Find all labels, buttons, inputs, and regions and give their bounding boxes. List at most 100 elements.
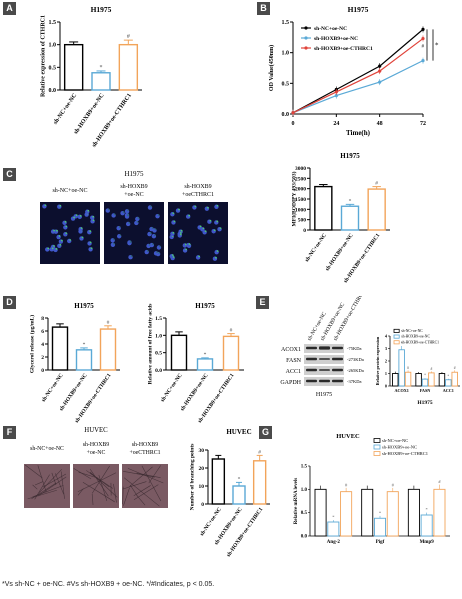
y-tick-label: 0 [41,368,44,374]
legend-label: sh-HOXB9+oe-CTHRC1 [382,451,428,456]
lipid-droplet [92,215,95,218]
y-tick-label: 2500 [295,176,306,182]
significance-mark: * [424,374,426,378]
significance-mark: * [238,476,241,482]
panel-label-c: C [3,168,16,181]
bar [118,43,139,91]
lipid-droplet [119,234,122,237]
lipid-droplet [209,219,212,222]
y-tick-label: 0 [303,228,306,234]
lipid-droplet [53,244,55,247]
significance-mark: # [258,449,261,455]
significance-mark: * [204,352,207,358]
chart-title: H1975 [417,400,433,406]
blot-band [332,379,343,383]
bar [75,349,93,371]
significance-mark: * [426,507,429,512]
x-tick-label: sh-NC+oe-NC [41,373,65,404]
x-axis-label: Time(h) [346,129,371,137]
y-axis-label: Number of branching points [190,444,196,511]
y-tick-label: 1.0 [282,51,290,57]
tube-network [82,481,115,503]
blot-band [319,358,330,360]
y-tick-label: 10 [199,484,205,490]
lipid-droplet [80,227,83,230]
y-tick-label: 1.5 [155,316,162,322]
protein-label: FASN [286,358,302,364]
lipid-droplet [146,250,149,252]
lipid-droplet [154,228,157,231]
lipid-droplet [202,227,205,230]
bar [386,491,399,537]
lipid-droplet [206,206,209,209]
y-tick-label: 0.5 [155,351,162,357]
bar [421,378,429,387]
legend-label: sh-HOXB9+oe-NC [401,335,430,339]
y-tick-label: 3 [385,346,387,351]
tube-network [73,468,92,480]
micro-title: HUVEC [84,427,108,434]
tube-network [32,484,38,490]
lipid-droplet [198,255,201,258]
lipid-droplet [185,248,187,251]
lipid-droplet [129,241,132,244]
panel-label-a: A [3,2,16,15]
micro-label: sh-HOXB9 [120,184,147,190]
cell-line-label: H1975 [316,392,332,398]
bar [211,458,226,505]
significance-mark: # [407,366,409,370]
tube-network [77,488,84,496]
bar [438,373,446,387]
legend-label: sh-HOXB9+oe-CTHRC1 [401,340,439,344]
y-axis-label: Relative expression of CTHRC1 [40,15,46,97]
chart-title: HUVEC [226,428,251,436]
y-tick-label: 1.5 [49,20,57,26]
y-tick-label: 0.0 [282,112,290,118]
x-tick-label: Mmp9 [420,540,435,545]
y-tick-label: 6 [41,329,44,335]
significance-mark: * [447,374,449,378]
legend-label: sh-HOXB9+oe-NC [314,36,358,42]
legend-swatch [373,444,381,450]
lipid-droplet [55,248,58,250]
x-tick-label: ACOX1 [394,388,408,393]
lipid-droplet [179,233,182,236]
significance-mark: # [345,482,348,487]
bar [314,488,327,537]
lipid-droplet [151,227,154,229]
lipid-droplet [204,230,207,233]
lipid-droplet [137,217,140,219]
legend-marker [304,26,308,30]
y-tick-label: 20 [199,466,205,472]
lipid-droplet [188,243,191,245]
lipid-droplet [87,209,90,212]
lipid-droplet [107,208,110,211]
bar [99,328,117,371]
y-tick-label: 1.0 [155,333,162,339]
micro-label: sh-HOXB9 [184,184,211,190]
microscopy-c-bodipy: H1975 sh-NC+oe-NC sh-HOXB9 +oe-NC sh-HOXB9 +o… [40,170,228,264]
chart-title: H1975 [91,5,112,14]
chart-title: H1975 [195,302,215,310]
band-size: -265KDa [347,368,364,373]
y-tick-label: 0.5 [301,511,308,516]
bar [51,326,69,371]
micro-label: sh-NC+oe-NC [30,446,64,452]
bar [433,488,446,537]
tube-network [77,472,117,493]
microscopy-f-tube-formation: HUVEC sh-NC+oe-NC sh-HOXB9 +oe-NC sh-HOXB9 +o… [24,427,168,508]
significance-mark: # [438,479,441,484]
chart-title: H1975 [340,152,360,160]
bar [398,349,405,387]
lipid-droplet [136,221,139,223]
bar [232,485,246,505]
band-size: -273KDa [347,357,364,362]
x-tick-label: 48 [377,121,383,127]
lipid-droplet [113,213,116,216]
lipid-droplet [65,225,68,228]
lipid-droplet [149,232,152,234]
legend-label: sh-HOXB9+oe-CTHRC1 [314,46,373,52]
y-axis-label: OD Value(450nm) [268,45,275,91]
lipid-droplet [127,214,129,217]
